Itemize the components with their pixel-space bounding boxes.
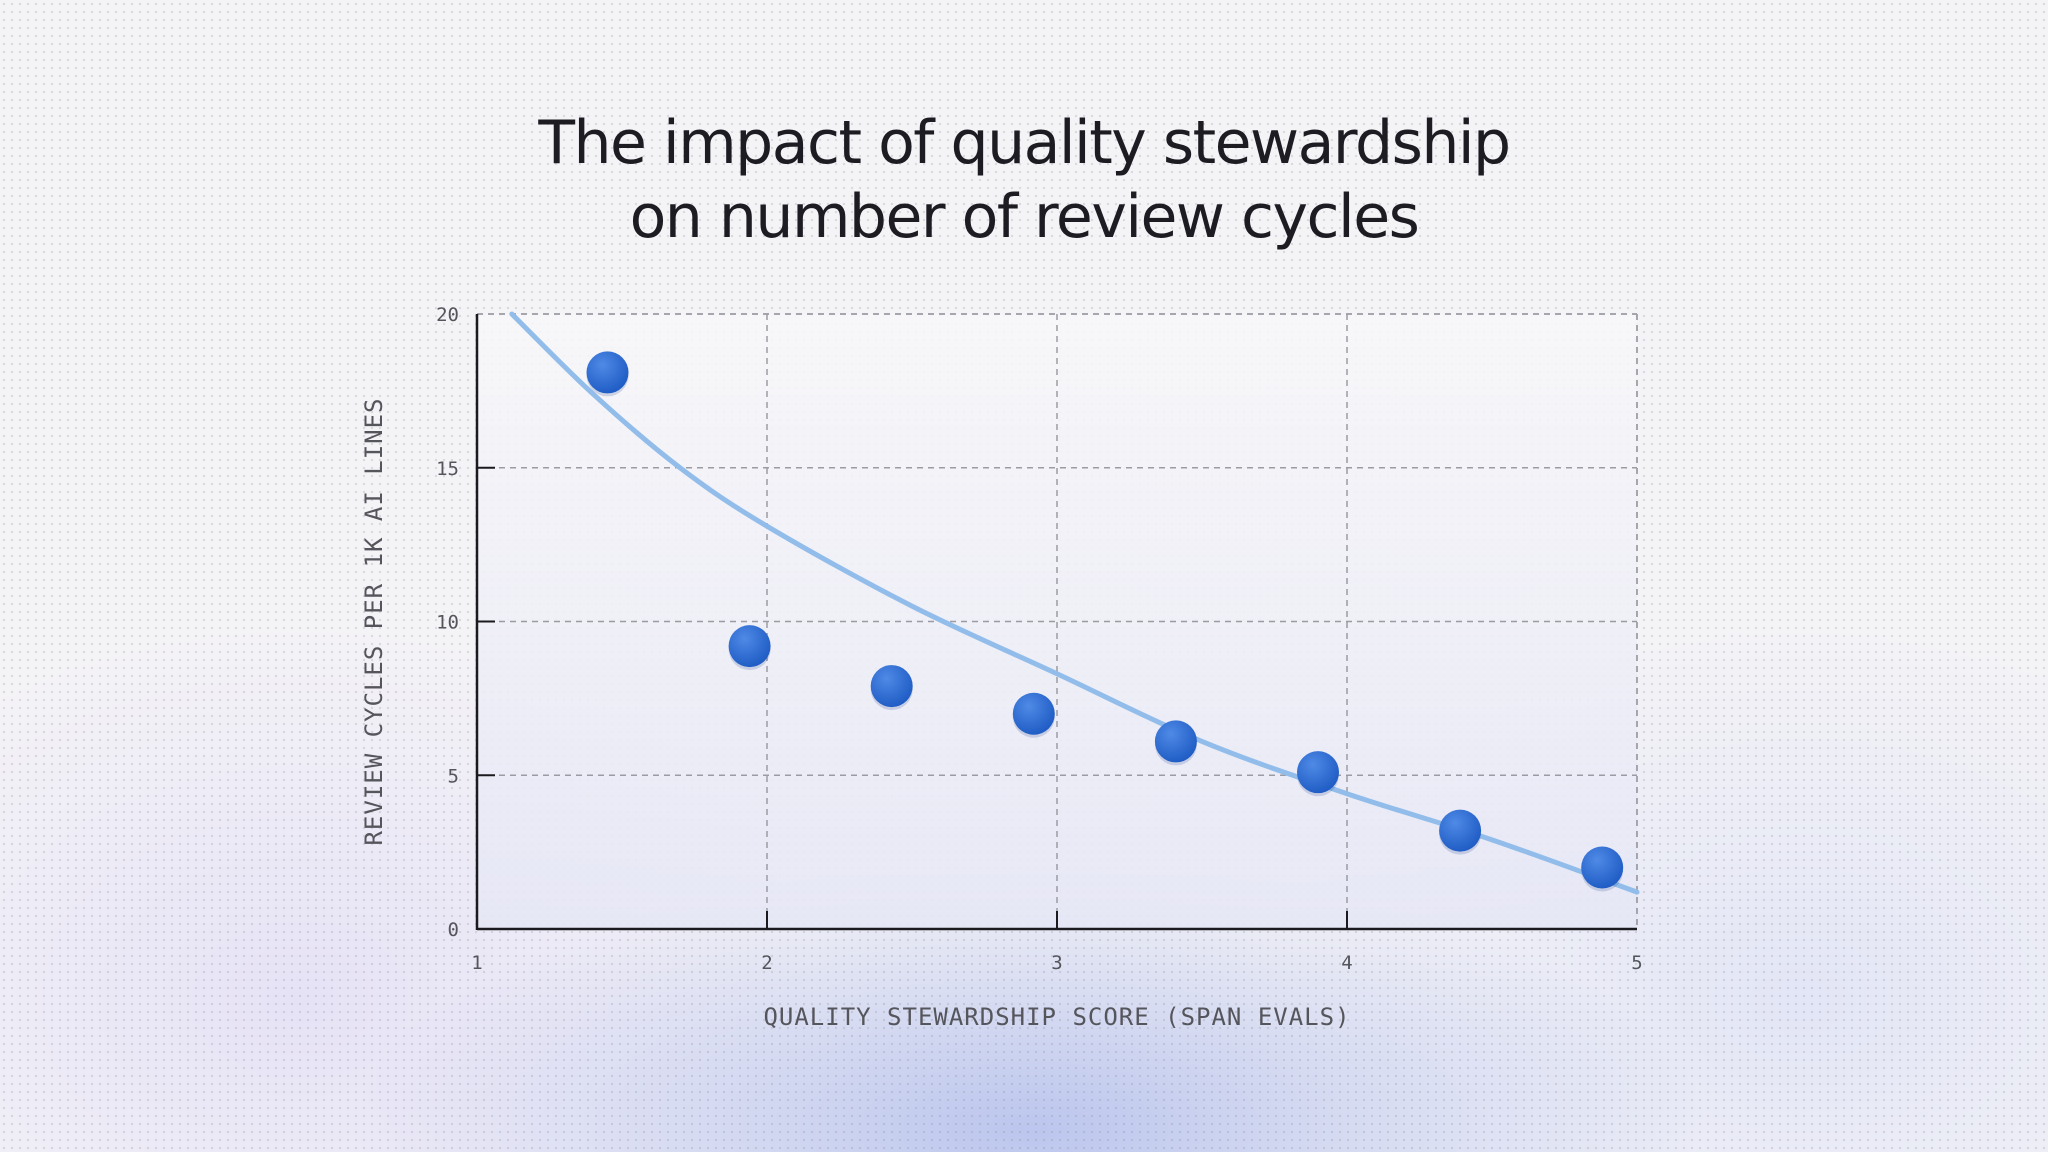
x-tick-label: 1 <box>471 952 482 974</box>
data-point <box>1154 720 1197 763</box>
data-point <box>870 665 913 708</box>
y-axis-label: REVIEW CYCLES PER 1K AI LINES <box>360 397 388 845</box>
axes <box>475 314 1637 931</box>
data-point <box>1012 692 1055 735</box>
x-axis-label: QUALITY STEWARDSHIP SCORE (SPAN EVALS) <box>763 1003 1350 1031</box>
y-tick-label: 20 <box>436 304 459 326</box>
data-point <box>1439 809 1482 852</box>
y-tick-label: 15 <box>436 458 459 480</box>
chart-title-line-1: The impact of quality stewardship <box>538 108 1511 178</box>
x-tick-label: 3 <box>1051 952 1062 974</box>
data-point <box>728 625 771 668</box>
data-point <box>586 351 629 394</box>
chart-title-line-2: on number of review cycles <box>629 182 1420 252</box>
grid <box>477 313 1638 929</box>
tick-labels: 1 2 3 4 5 0 5 10 15 20 <box>436 304 1643 974</box>
y-tick-label: 10 <box>436 612 459 634</box>
trend-layer <box>509 311 1640 895</box>
x-tick-label: 2 <box>761 952 772 974</box>
x-tick-label: 5 <box>1631 952 1642 974</box>
x-tick-label: 4 <box>1341 952 1352 974</box>
y-tick-label: 0 <box>448 919 459 941</box>
point-layer <box>586 351 1624 892</box>
trend-line <box>509 311 1640 895</box>
data-point <box>1581 846 1624 889</box>
data-point <box>1297 751 1339 794</box>
y-tick-label: 5 <box>448 765 459 787</box>
